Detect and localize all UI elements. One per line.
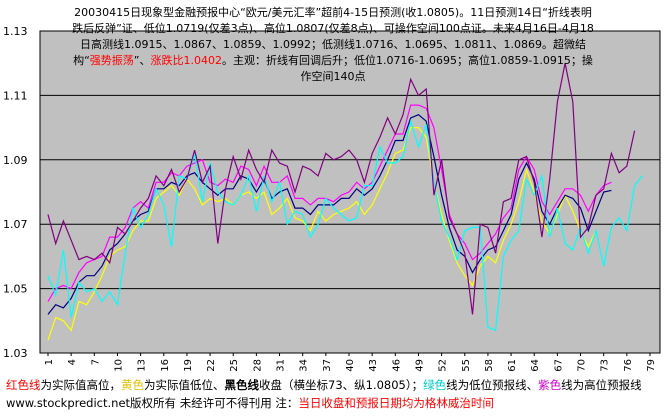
legend-note: 当日收盘和预报日期均为格林威治时间 (298, 396, 494, 410)
x-tick-label: 28 (252, 359, 263, 372)
legend-text-1: 为实际值高位， (40, 378, 122, 392)
x-tick-label: 25 (229, 359, 240, 372)
legend-text-2: 为实际值低位、 (144, 378, 225, 392)
title-highlight-2: 涨跌比1.0402 (150, 54, 223, 67)
y-tick-label: 1.07 (3, 218, 28, 231)
title-highlight-1: 强势振荡 (89, 54, 134, 67)
x-tick-label: 46 (391, 359, 402, 372)
series-lines (47, 63, 643, 341)
x-tick-label: 52 (438, 359, 449, 372)
legend-black-label: 黑色线 (224, 378, 260, 392)
title-part-3: 。主观：折线有回调后升；低位1.0716-1.0695；高位1.0859-1.0… (222, 54, 593, 83)
y-axis-ticks: 1.13 1.11 1.09 1.07 1.05 1.03 (3, 25, 28, 360)
x-tick-label: 4 (67, 359, 78, 365)
x-tick-label: 10 (113, 359, 124, 372)
x-tick-label: 64 (530, 359, 541, 372)
legend-red-label: 红色线 (6, 378, 41, 392)
x-tick-label: 79 (646, 359, 657, 372)
plot-area (39, 30, 661, 354)
black-series-line (47, 114, 612, 315)
x-tick-label: 7 (90, 359, 101, 365)
legend-footer: 红色线为实际值高位，黄色为实际值低位、黑色线收盘（横坐标73、纵1.0805）；… (6, 376, 660, 412)
x-tick-label: 22 (206, 359, 217, 372)
y-tick-label: 1.05 (3, 283, 28, 296)
x-axis-ticks: 1 4 7 10 13 16 19 22 25 28 31 34 37 40 43 46 49 52 55 58 61 6… (44, 353, 657, 372)
y-tick-label: 1.13 (3, 25, 28, 38)
x-tick-label: 73 (600, 359, 611, 372)
x-tick-label: 70 (577, 359, 588, 372)
x-tick-label: 16 (160, 359, 171, 372)
x-tick-label: 1 (44, 359, 55, 365)
legend-text-5: 线为高位预报线 www.stockpredict.net版权所有 未经许可不得刊… (6, 378, 642, 410)
title-part-2: ”、 (133, 54, 151, 67)
x-tick-label: 34 (299, 359, 310, 372)
red-series-line (47, 104, 612, 302)
x-tick-label: 40 (345, 359, 356, 372)
x-tick-label: 13 (137, 359, 148, 372)
x-tick-label: 43 (368, 359, 379, 372)
x-tick-label: 49 (414, 359, 425, 372)
y-tick-label: 1.03 (3, 347, 28, 360)
legend-purple-label: 紫色 (538, 378, 562, 392)
x-tick-label: 76 (623, 359, 634, 372)
legend-yellow-label: 黄色 (121, 378, 144, 392)
y-tick-label: 1.09 (3, 154, 28, 167)
x-tick-label: 37 (322, 359, 333, 372)
y-tick-label: 1.11 (3, 89, 28, 102)
x-tick-label: 58 (484, 359, 495, 372)
legend-text-4: 线为低位预报线、 (446, 378, 539, 392)
x-tick-label: 67 (553, 359, 564, 372)
title-part-1: 20030415日现象型金融预报中心“欧元/美元汇率”超前4-15日预测(收1.… (72, 6, 594, 67)
grid-lines (40, 94, 660, 290)
chart-title: 20030415日现象型金融预报中心“欧元/美元汇率”超前4-15日预测(收1.… (72, 5, 594, 85)
x-tick-label: 55 (461, 359, 472, 372)
purple-series-line (47, 63, 636, 315)
x-tick-label: 31 (276, 359, 287, 372)
x-tick-label: 61 (507, 359, 518, 372)
cyan-series-line (47, 118, 643, 332)
legend-cyan-label: 绿色 (423, 378, 447, 392)
legend-text-3: 收盘（横坐标73、纵1.0805）； (259, 378, 424, 392)
x-tick-label: 19 (183, 359, 194, 372)
